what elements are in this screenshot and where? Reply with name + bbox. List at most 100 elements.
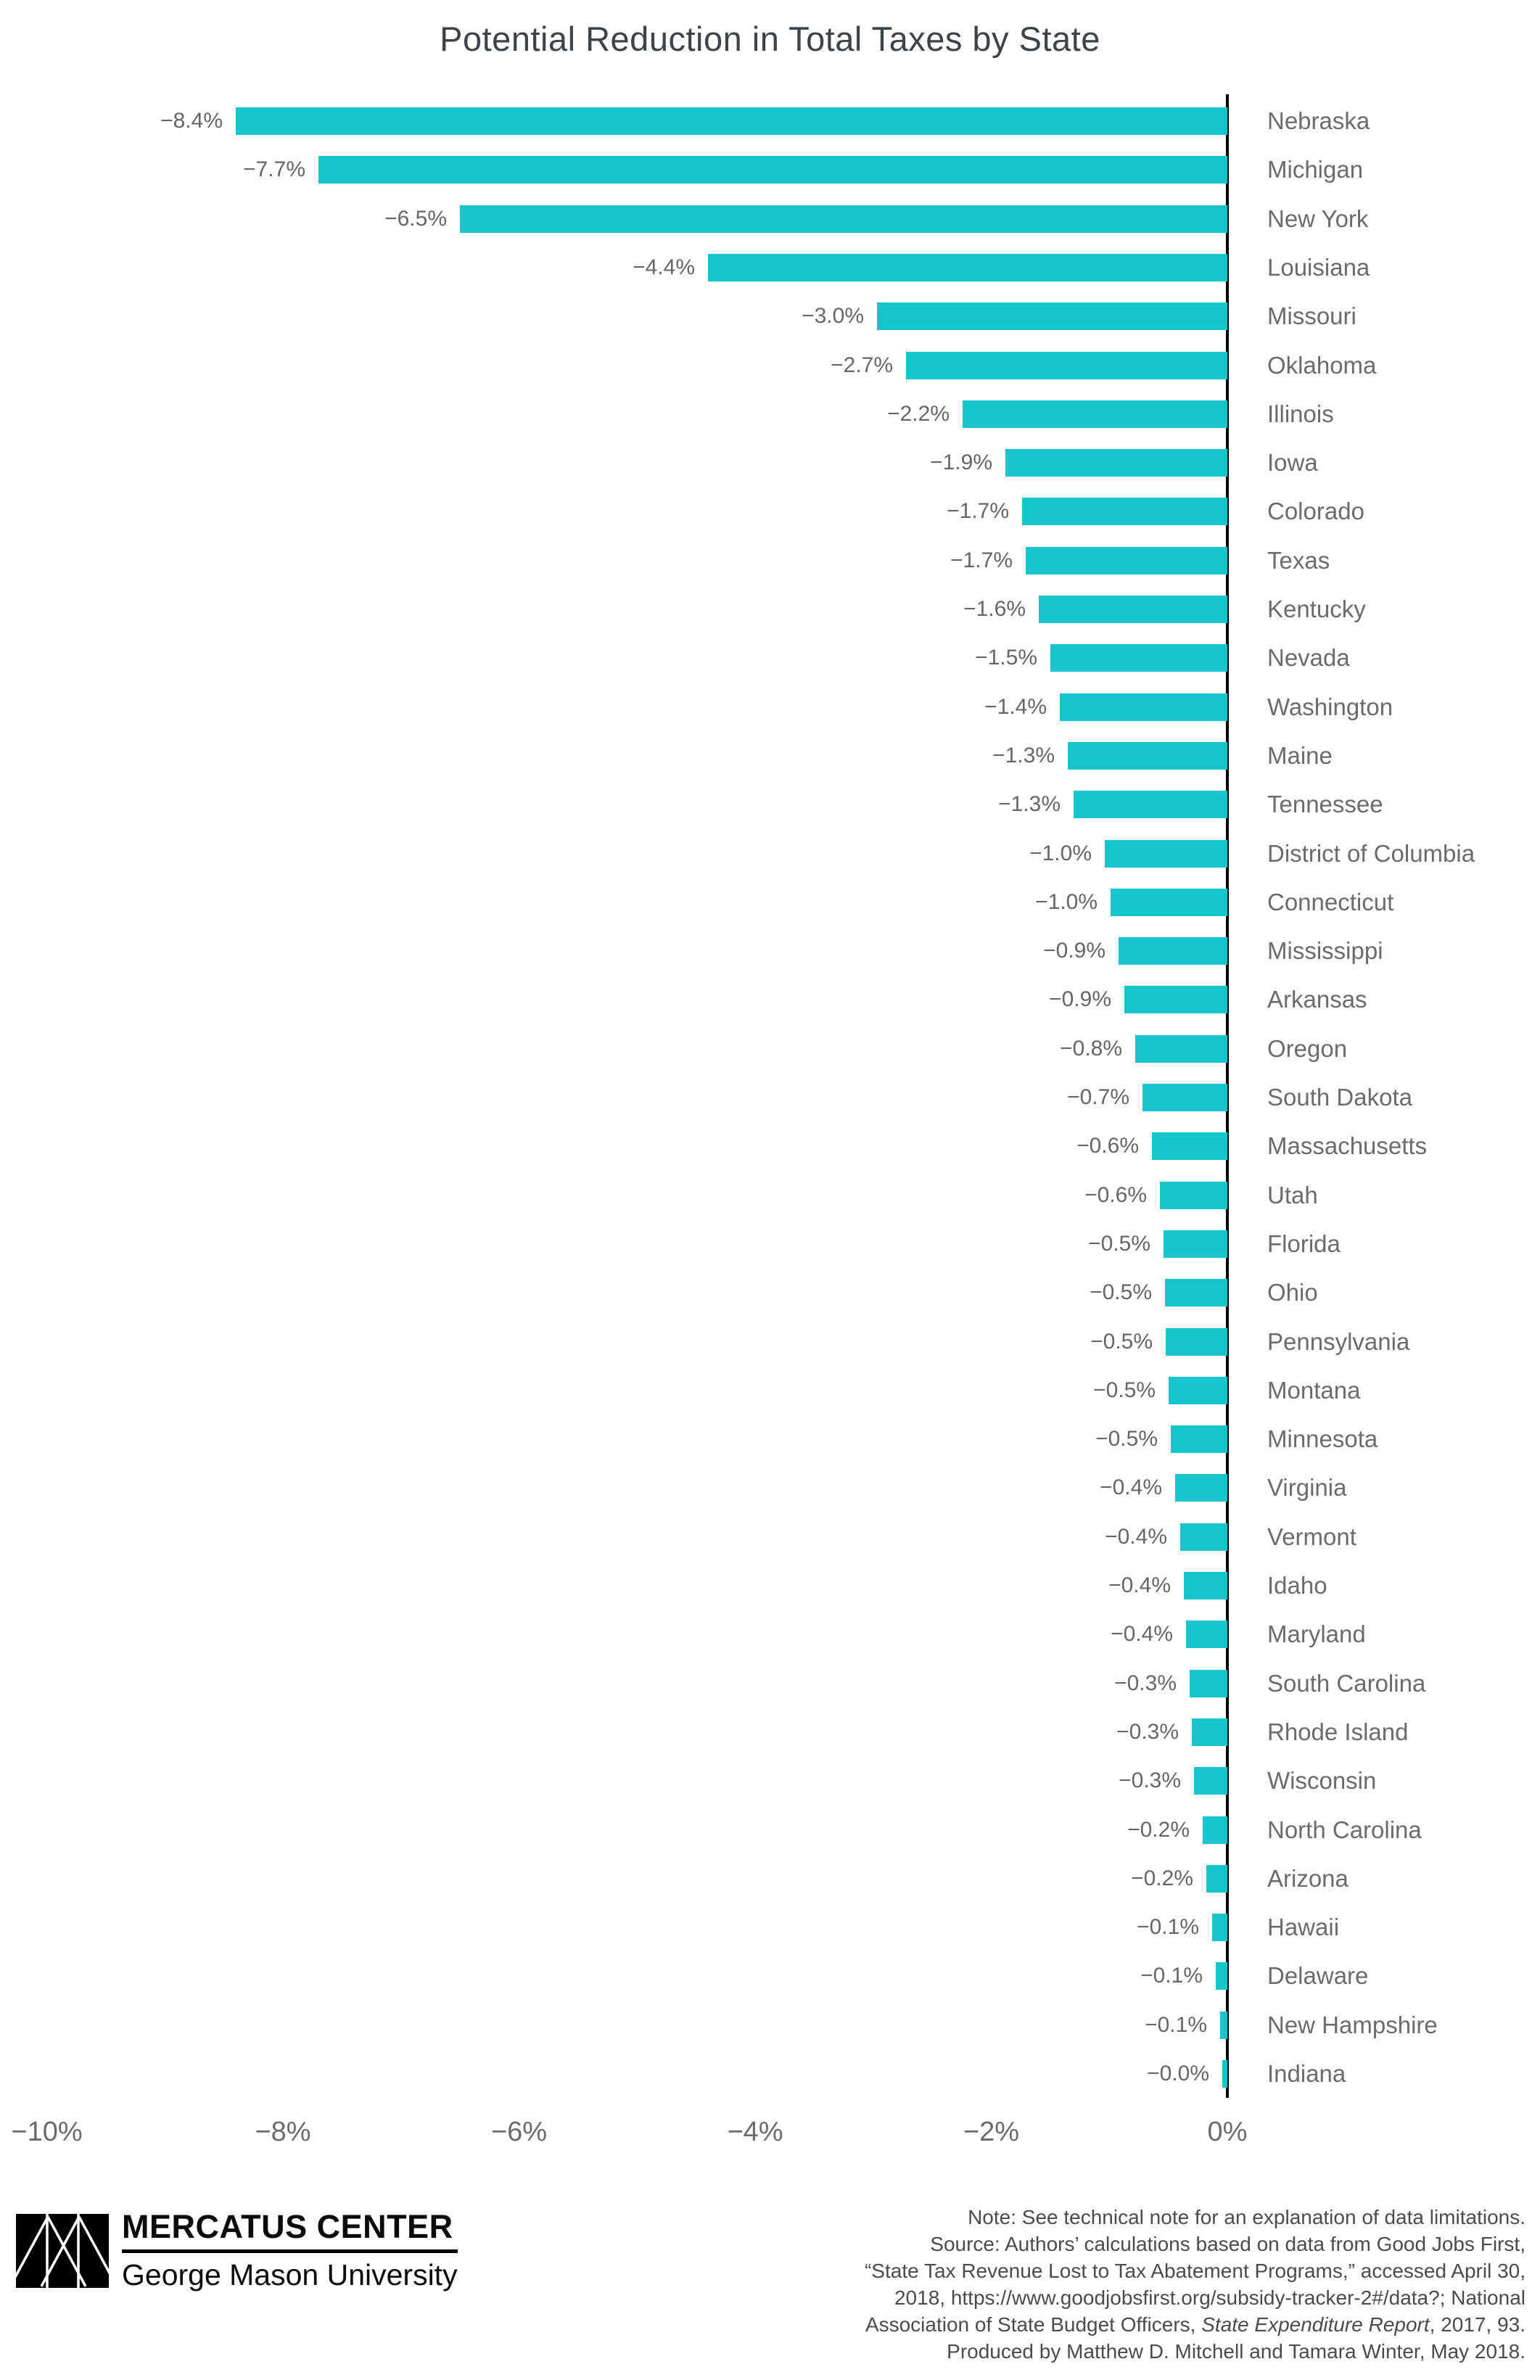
- logo-divider: [122, 2249, 458, 2253]
- chart-row-tennessee: −1.3% Tennessee: [0, 781, 1540, 829]
- chart-row-connecticut: −1.0% Connecticut: [0, 878, 1540, 927]
- bar-virginia: [1175, 1474, 1227, 1502]
- state-label-district-of-columbia: District of Columbia: [1267, 839, 1475, 867]
- bar-value-label: −2.2%: [887, 401, 950, 426]
- chart-row-missouri: −3.0% Missouri: [0, 292, 1540, 341]
- chart-row-colorado: −1.7% Colorado: [0, 487, 1540, 536]
- bar-rhode-island: [1192, 1718, 1227, 1746]
- state-label-nevada: Nevada: [1267, 644, 1350, 672]
- state-label-ohio: Ohio: [1267, 1279, 1318, 1306]
- chart-row-rhode-island: −0.3% Rhode Island: [0, 1708, 1540, 1757]
- bar-connecticut: [1111, 888, 1227, 916]
- chart-row-oregon: −0.8% Oregon: [0, 1025, 1540, 1074]
- bar-value-label: −2.7%: [831, 353, 893, 377]
- bar-nebraska: [236, 107, 1227, 135]
- bar-maine: [1068, 741, 1227, 770]
- bar-value-label: −0.4%: [1108, 1573, 1171, 1597]
- x-axis-tick-−10pct: −10%: [11, 2117, 83, 2147]
- bar-value-label: −1.9%: [930, 450, 992, 475]
- bar-south-carolina: [1190, 1669, 1227, 1697]
- mercatus-logo-text: MERCATUS CENTER George Mason University: [122, 2208, 458, 2292]
- bar-value-label: −0.9%: [1049, 987, 1111, 1012]
- state-label-texas: Texas: [1267, 546, 1330, 574]
- bar-north-carolina: [1203, 1816, 1227, 1844]
- state-label-north-carolina: North Carolina: [1267, 1816, 1422, 1843]
- chart-row-oklahoma: −2.7% Oklahoma: [0, 342, 1540, 390]
- state-label-mississippi: Mississippi: [1267, 937, 1383, 965]
- bar-value-label: −1.5%: [975, 646, 1037, 670]
- bar-value-label: −0.5%: [1093, 1378, 1156, 1402]
- bar-value-label: −0.9%: [1043, 939, 1105, 963]
- bar-value-label: −0.3%: [1116, 1719, 1179, 1744]
- bar-minnesota: [1171, 1425, 1227, 1454]
- bar-value-label: −0.5%: [1088, 1231, 1150, 1256]
- bar-value-label: −1.3%: [992, 743, 1055, 767]
- bar-colorado: [1022, 498, 1227, 526]
- note-line: 2018, https://www.goodjobsfirst.org/subs…: [894, 2286, 1525, 2309]
- chart-row-florida: −0.5% Florida: [0, 1220, 1540, 1269]
- chart-row-montana: −0.5% Montana: [0, 1367, 1540, 1415]
- bar-new-hampshire: [1220, 2011, 1227, 2039]
- bar-value-label: −0.1%: [1140, 1964, 1203, 1988]
- note-line: “State Tax Revenue Lost to Tax Abatement…: [864, 2260, 1525, 2282]
- state-label-massachusetts: Massachusetts: [1267, 1132, 1428, 1160]
- state-label-vermont: Vermont: [1267, 1523, 1356, 1550]
- bar-value-label: −0.2%: [1127, 1817, 1190, 1842]
- chart-row-maine: −1.3% Maine: [0, 732, 1540, 781]
- state-label-kentucky: Kentucky: [1267, 596, 1366, 622]
- bar-washington: [1060, 693, 1227, 721]
- bar-value-label: −1.7%: [950, 548, 1013, 572]
- bar-arizona: [1206, 1864, 1227, 1893]
- state-label-maine: Maine: [1267, 741, 1333, 769]
- note-line: Source: Authors’ calculations based on d…: [930, 2233, 1525, 2255]
- note-line-with-citation: Association of State Budget Officers, St…: [728, 2311, 1525, 2338]
- state-label-maryland: Maryland: [1267, 1621, 1366, 1648]
- bar-value-label: −0.3%: [1114, 1671, 1177, 1695]
- bar-value-label: −0.2%: [1131, 1866, 1193, 1890]
- bar-illinois: [963, 400, 1227, 428]
- state-label-new-york: New York: [1267, 205, 1369, 232]
- chart-row-vermont: −0.4% Vermont: [0, 1513, 1540, 1562]
- bar-value-label: −7.7%: [243, 157, 305, 182]
- bar-value-label: −1.4%: [984, 694, 1047, 719]
- x-axis-tick-−2pct: −2%: [963, 2117, 1020, 2147]
- state-label-oregon: Oregon: [1267, 1034, 1348, 1062]
- chart-row-new-york: −6.5% New York: [0, 195, 1540, 244]
- bar-value-label: −0.1%: [1145, 2012, 1207, 2037]
- bar-vermont: [1180, 1523, 1227, 1551]
- bar-oklahoma: [906, 351, 1227, 379]
- state-label-louisiana: Louisiana: [1267, 253, 1370, 281]
- state-label-idaho: Idaho: [1267, 1572, 1327, 1599]
- chart-row-pennsylvania: −0.5% Pennsylvania: [0, 1318, 1540, 1367]
- chart-row-massachusetts: −0.6% Massachusetts: [0, 1122, 1540, 1171]
- chart-row-texas: −1.7% Texas: [0, 537, 1540, 585]
- bar-tennessee: [1074, 791, 1227, 819]
- bar-oregon: [1135, 1034, 1227, 1063]
- state-label-missouri: Missouri: [1267, 302, 1356, 330]
- bar-missouri: [877, 302, 1227, 331]
- bar-value-label: −0.5%: [1090, 1329, 1153, 1354]
- bar-hawaii: [1212, 1914, 1227, 1942]
- state-label-wisconsin: Wisconsin: [1267, 1767, 1377, 1795]
- zero-axis-line: [1226, 94, 1229, 2098]
- state-label-hawaii: Hawaii: [1267, 1914, 1340, 1941]
- bar-michigan: [318, 156, 1227, 184]
- state-label-pennsylvania: Pennsylvania: [1267, 1327, 1410, 1355]
- state-label-michigan: Michigan: [1267, 156, 1364, 184]
- x-axis-tick-0pct: 0%: [1207, 2117, 1248, 2147]
- state-label-washington: Washington: [1267, 693, 1393, 720]
- state-label-connecticut: Connecticut: [1267, 888, 1394, 915]
- logo-org-name: MERCATUS CENTER: [122, 2208, 453, 2245]
- bar-value-label: −1.0%: [1029, 841, 1092, 865]
- chart-row-south-carolina: −0.3% South Carolina: [0, 1660, 1540, 1708]
- bar-louisiana: [708, 253, 1227, 281]
- bar-idaho: [1184, 1572, 1227, 1599]
- bar-district-of-columbia: [1105, 839, 1227, 868]
- bar-montana: [1169, 1376, 1227, 1404]
- chart-row-virginia: −0.4% Virginia: [0, 1464, 1540, 1512]
- note-line: Produced by Matthew D. Mitchell and Tama…: [947, 2340, 1525, 2363]
- logo-university-name: George Mason University: [122, 2258, 458, 2292]
- chart-row-north-carolina: −0.2% North Carolina: [0, 1806, 1540, 1855]
